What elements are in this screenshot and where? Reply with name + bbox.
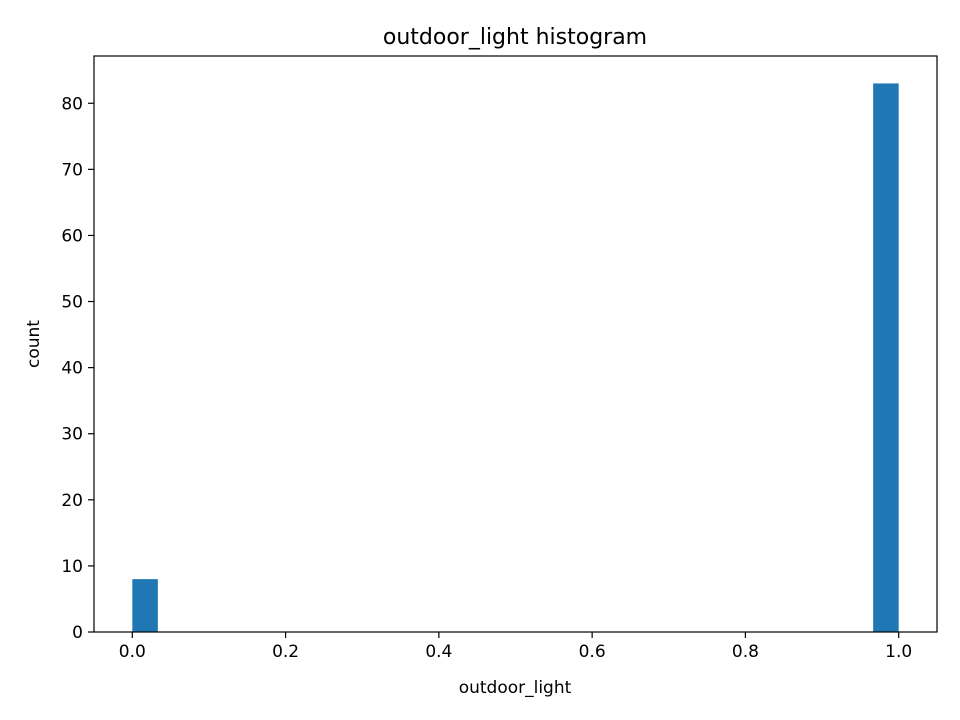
x-tick-label: 0.8 [732,642,759,662]
y-axis-label: count [24,320,44,368]
x-axis-label: outdoor_light [459,678,572,698]
x-tick-label: 0.6 [579,642,606,662]
y-tick-label: 40 [61,359,83,379]
y-tick-label: 20 [61,491,83,511]
x-tick-label: 0.4 [425,642,452,662]
y-tick-label: 0 [72,623,83,643]
y-axis: 0 10 20 30 40 50 60 70 80 [61,94,94,643]
y-tick-label: 50 [61,293,83,313]
histogram-bar [132,579,158,632]
y-tick-label: 60 [61,226,83,246]
x-tick-label: 1.0 [885,642,912,662]
x-axis: 0.0 0.2 0.4 0.6 0.8 1.0 [119,632,912,662]
y-tick-label: 10 [61,557,83,577]
x-tick-label: 0.2 [272,642,299,662]
bars-group [132,83,899,632]
x-tick-label: 0.0 [119,642,146,662]
y-tick-label: 80 [61,94,83,114]
plot-frame [93,55,938,633]
y-tick-label: 70 [61,160,83,180]
chart-title: outdoor_light histogram [383,25,647,50]
histogram-bar [873,83,899,632]
y-tick-label: 30 [61,425,83,445]
